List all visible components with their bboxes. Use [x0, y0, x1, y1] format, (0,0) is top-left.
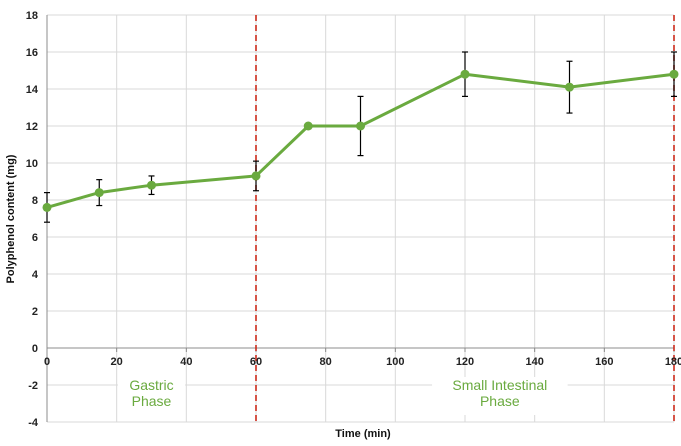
- data-point: [147, 180, 156, 190]
- y-tick-label: 10: [26, 158, 38, 170]
- y-tick-label: 8: [32, 195, 38, 207]
- y-tick-label: -2: [28, 380, 38, 392]
- phase-lines: [255, 15, 675, 422]
- phase-label-backdrop: [117, 377, 186, 415]
- phase-label: Phase: [480, 393, 520, 409]
- phase-label: Phase: [132, 393, 172, 409]
- data-point: [460, 69, 470, 79]
- data-point: [565, 82, 574, 92]
- phase-label-backdrop: [432, 377, 568, 415]
- x-tick-label: 40: [180, 356, 192, 368]
- x-axis-title: Time (min): [335, 428, 391, 440]
- y-tick-label: -4: [28, 417, 39, 429]
- y-tick-label: 2: [32, 306, 38, 318]
- y-tick-label: 6: [32, 232, 38, 244]
- y-tick-label: 16: [26, 47, 38, 59]
- y-tick-label: 18: [26, 10, 38, 22]
- x-tick-label: 0: [44, 356, 50, 368]
- data-point: [42, 202, 52, 212]
- labels: Time (min) Polyphenol content (mg) -4 -2 0…: [5, 10, 681, 440]
- grid: [46, 14, 675, 423]
- x-tick-label: 120: [456, 356, 474, 368]
- data-point: [303, 121, 313, 131]
- y-tick-label: 0: [32, 343, 38, 355]
- phase-label: Small Intestinal: [452, 377, 547, 393]
- data-point: [94, 188, 104, 198]
- x-tick-label: 160: [595, 356, 613, 368]
- x-tick-label: 20: [111, 356, 123, 368]
- x-tick-label: 180: [665, 356, 681, 368]
- data-point: [669, 69, 679, 79]
- x-tick-label: 100: [386, 356, 404, 368]
- data-point: [356, 121, 365, 131]
- phase-label: Gastric: [129, 377, 173, 393]
- axes: [46, 15, 675, 422]
- x-tick-label: 140: [525, 356, 543, 368]
- y-tick-label: 4: [32, 269, 39, 281]
- y-tick-label: 12: [26, 121, 38, 133]
- series: [42, 69, 679, 212]
- y-tick-label: 14: [26, 84, 39, 96]
- y-axis-title: Polyphenol content (mg): [5, 154, 17, 283]
- data-point: [251, 171, 261, 181]
- x-tick-label: 80: [320, 356, 332, 368]
- error-bars: [44, 51, 677, 223]
- x-tick-label: 60: [250, 356, 262, 368]
